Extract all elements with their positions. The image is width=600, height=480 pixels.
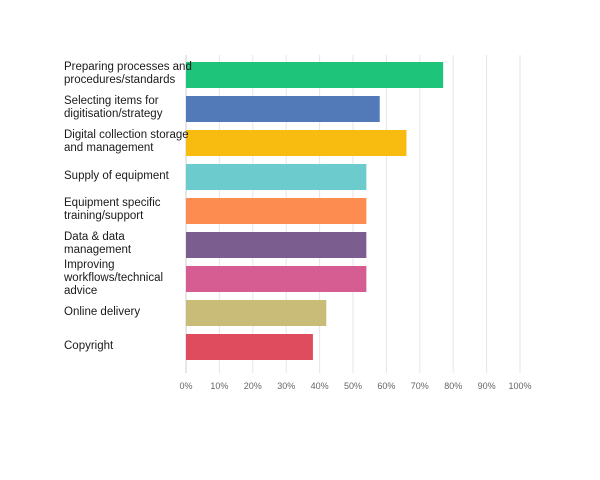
bar [186,300,327,326]
x-axis-ticks: 0% 10% 20% 30% 40% 50% 60% 70% 80% 90% 100% [179,381,531,391]
bar [186,164,367,190]
bar [186,62,444,88]
category-label: Online delivery [64,305,141,318]
category-label: Equipment specific training/support [64,197,161,222]
x-tick-label: 100% [508,381,531,391]
bar [186,198,367,224]
x-tick-label: 10% [210,381,228,391]
x-tick-label: 30% [277,381,295,391]
bar [186,334,313,360]
bars [186,62,444,360]
category-label: Digital collection storage and managemen… [64,129,189,154]
bar [186,266,367,292]
x-tick-label: 20% [244,381,262,391]
bar [186,96,380,122]
x-tick-label: 80% [444,381,462,391]
category-label: Supply of equipment [64,169,169,182]
bar [186,130,407,156]
category-label: Improving workflows/technical advice [64,258,164,297]
category-label: Preparing processes and procedures/stand… [64,61,192,86]
x-tick-label: 50% [344,381,362,391]
x-tick-label: 0% [179,381,192,391]
x-tick-label: 70% [411,381,429,391]
category-label: Data & data management [64,231,132,256]
x-tick-label: 90% [478,381,496,391]
category-label: Copyright [64,339,114,352]
category-label: Selecting items for digitisation/strateg… [64,95,163,120]
bar [186,232,367,258]
x-tick-label: 60% [377,381,395,391]
x-tick-label: 40% [311,381,329,391]
